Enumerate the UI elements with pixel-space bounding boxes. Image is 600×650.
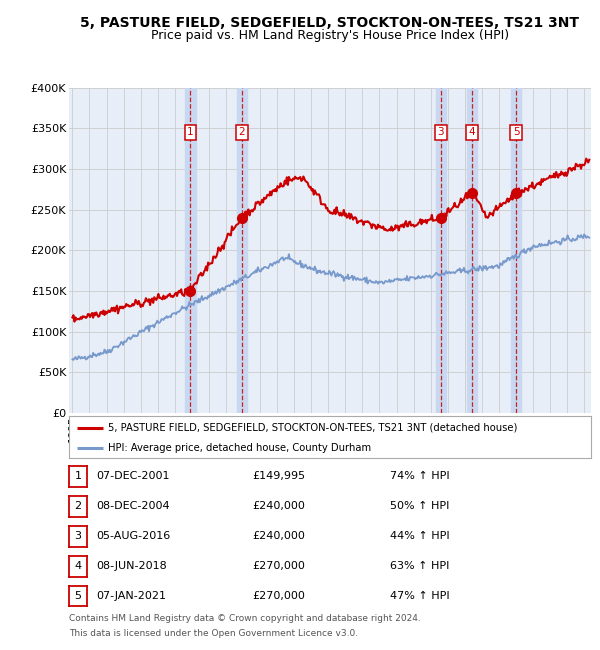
- Text: 47% ↑ HPI: 47% ↑ HPI: [390, 591, 449, 601]
- Text: 4: 4: [469, 127, 475, 137]
- Text: 44% ↑ HPI: 44% ↑ HPI: [390, 531, 449, 541]
- Text: 1: 1: [187, 127, 194, 137]
- Text: 08-DEC-2004: 08-DEC-2004: [96, 501, 170, 512]
- Bar: [236, 88, 247, 413]
- Text: HPI: Average price, detached house, County Durham: HPI: Average price, detached house, Coun…: [108, 443, 371, 452]
- Text: 1: 1: [74, 471, 82, 482]
- Text: 63% ↑ HPI: 63% ↑ HPI: [390, 561, 449, 571]
- Text: 3: 3: [437, 127, 444, 137]
- Text: 2: 2: [74, 501, 82, 512]
- Text: £149,995: £149,995: [252, 471, 305, 482]
- Text: Contains HM Land Registry data © Crown copyright and database right 2024.: Contains HM Land Registry data © Crown c…: [69, 614, 421, 623]
- Text: 2: 2: [238, 127, 245, 137]
- Text: £240,000: £240,000: [252, 531, 305, 541]
- Text: £270,000: £270,000: [252, 561, 305, 571]
- Text: 5, PASTURE FIELD, SEDGEFIELD, STOCKTON-ON-TEES, TS21 3NT (detached house): 5, PASTURE FIELD, SEDGEFIELD, STOCKTON-O…: [108, 423, 518, 433]
- Text: This data is licensed under the Open Government Licence v3.0.: This data is licensed under the Open Gov…: [69, 629, 358, 638]
- Text: 50% ↑ HPI: 50% ↑ HPI: [390, 501, 449, 512]
- Text: Price paid vs. HM Land Registry's House Price Index (HPI): Price paid vs. HM Land Registry's House …: [151, 29, 509, 42]
- Text: £270,000: £270,000: [252, 591, 305, 601]
- Text: 5: 5: [74, 591, 82, 601]
- Text: 07-JAN-2021: 07-JAN-2021: [96, 591, 166, 601]
- Text: 5, PASTURE FIELD, SEDGEFIELD, STOCKTON-ON-TEES, TS21 3NT: 5, PASTURE FIELD, SEDGEFIELD, STOCKTON-O…: [80, 16, 580, 31]
- Text: 07-DEC-2001: 07-DEC-2001: [96, 471, 170, 482]
- Bar: [511, 88, 521, 413]
- Bar: [467, 88, 477, 413]
- Text: 05-AUG-2016: 05-AUG-2016: [96, 531, 170, 541]
- Text: 4: 4: [74, 561, 82, 571]
- Text: 3: 3: [74, 531, 82, 541]
- Text: £240,000: £240,000: [252, 501, 305, 512]
- Text: 5: 5: [513, 127, 520, 137]
- Text: 08-JUN-2018: 08-JUN-2018: [96, 561, 167, 571]
- Bar: [185, 88, 196, 413]
- Bar: [436, 88, 446, 413]
- Text: 74% ↑ HPI: 74% ↑ HPI: [390, 471, 449, 482]
